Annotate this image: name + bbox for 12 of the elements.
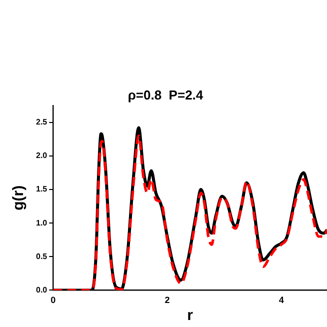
y-tick-label: 2.5 <box>36 118 48 127</box>
y-tick-label: 0.5 <box>36 252 48 261</box>
y-tick-label: 2.0 <box>36 151 48 160</box>
y-tick-label: 1.0 <box>36 218 48 228</box>
chart-title: ρ=0.8 P=2.4 <box>128 87 204 102</box>
y-tick-label: 1.5 <box>36 184 48 194</box>
x-axis-title: r <box>187 307 194 324</box>
y-tick-label: 0.0 <box>36 285 48 294</box>
x-tick-label: 0 <box>50 295 56 306</box>
x-tick-label: 2 <box>164 295 170 306</box>
y-axis-title: g(r) <box>10 185 28 210</box>
x-tick-label: 4 <box>278 295 284 306</box>
